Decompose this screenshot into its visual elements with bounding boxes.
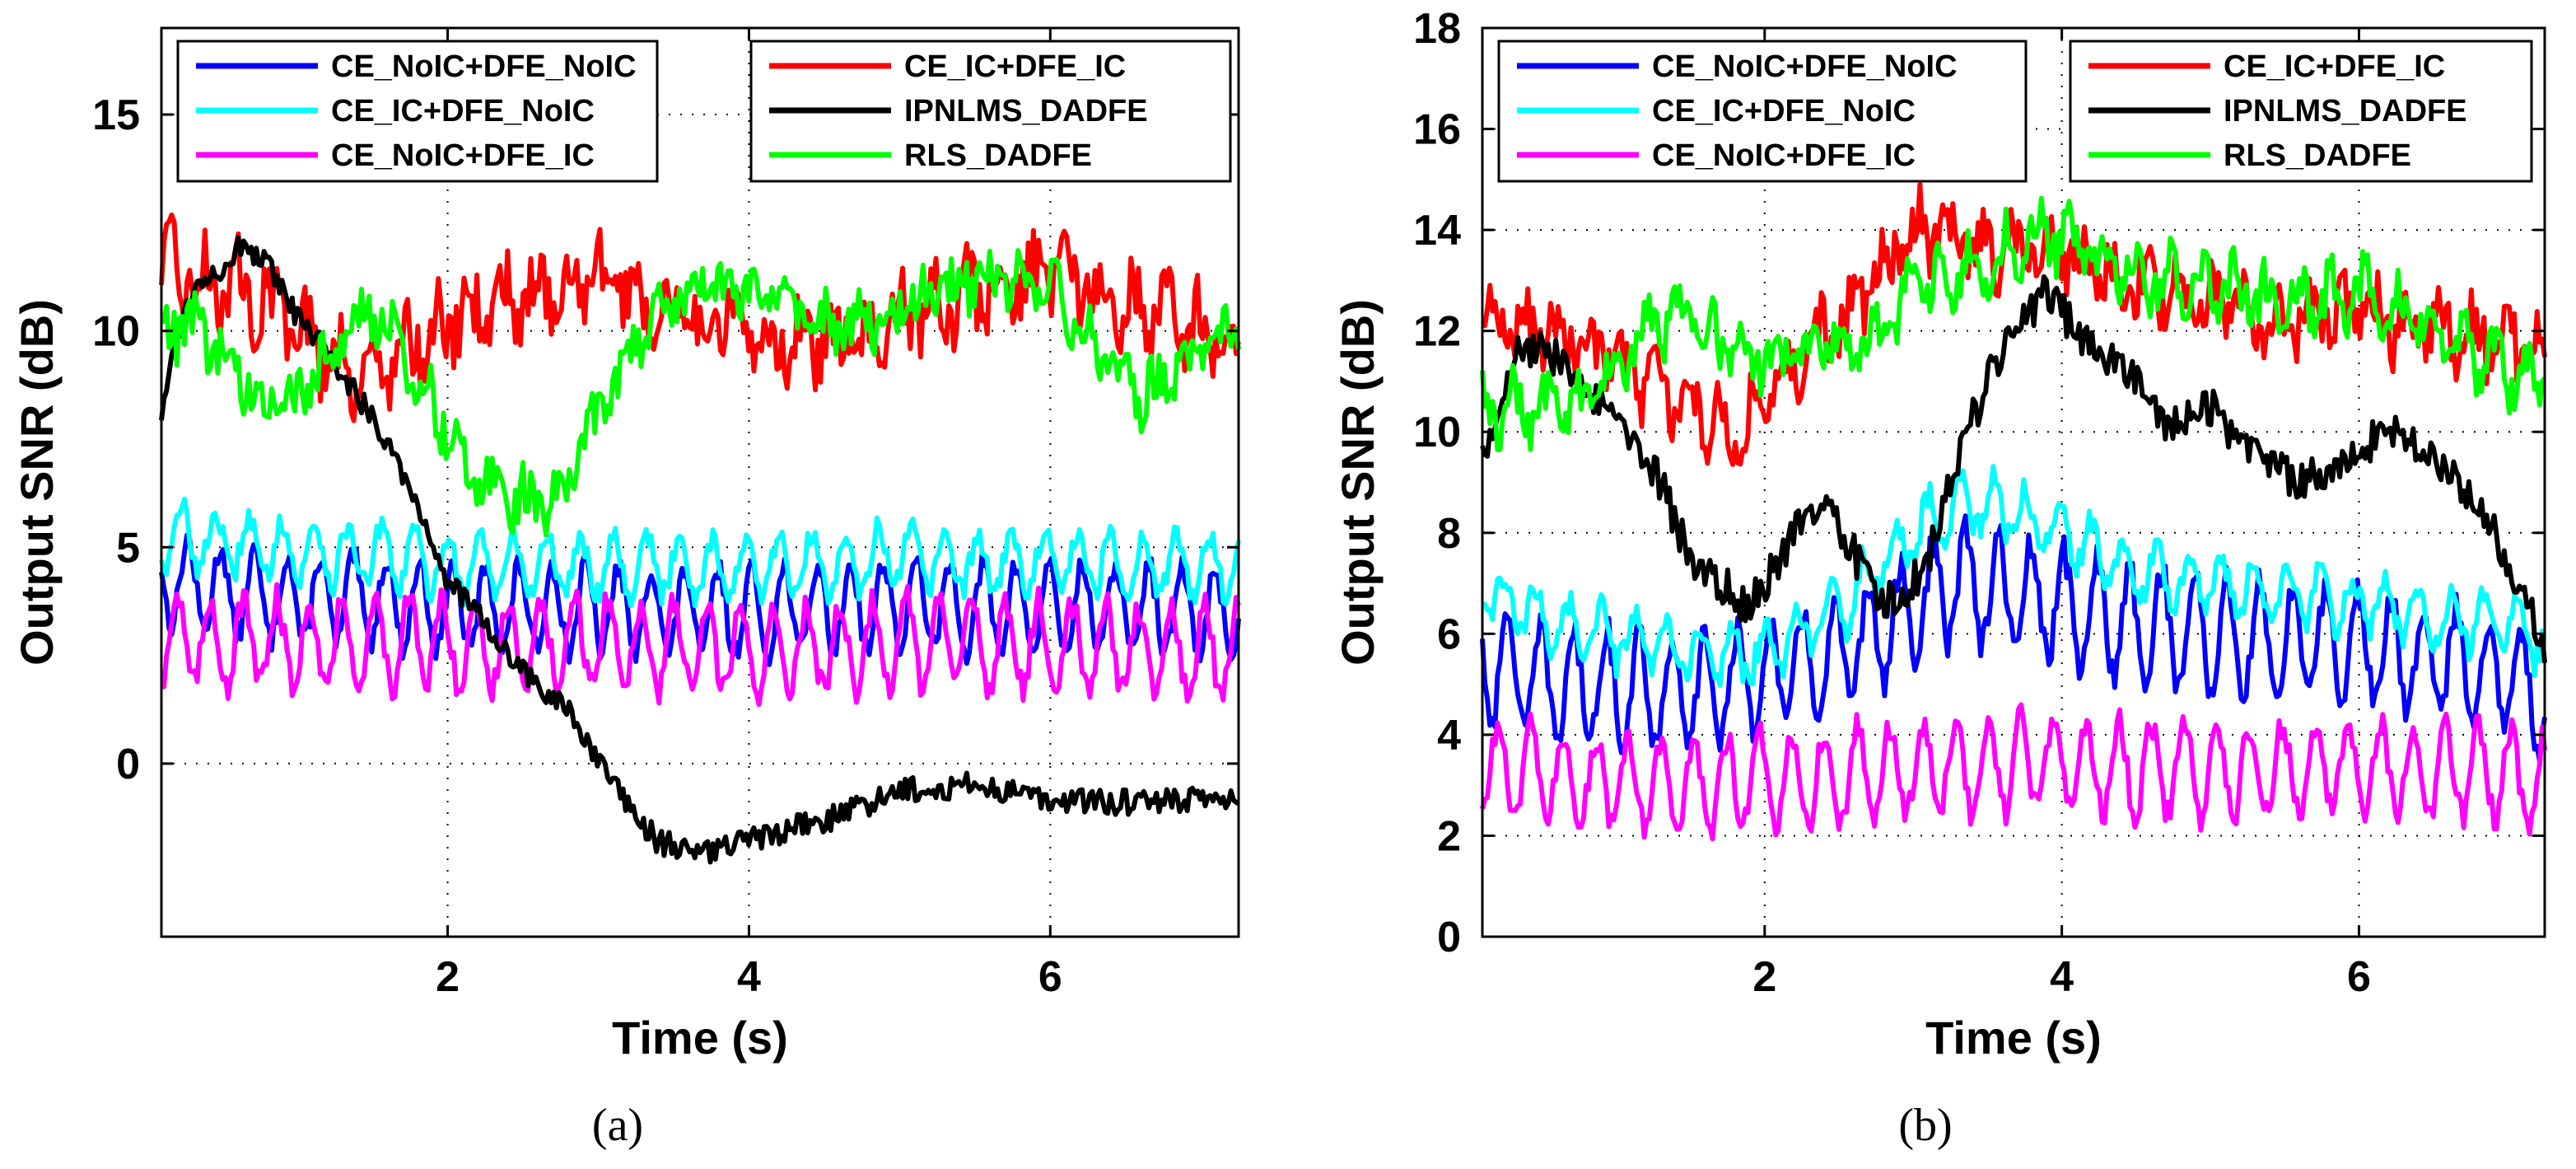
- legend-entry: CE_NoIC+DFE_NoIC: [331, 49, 637, 84]
- y-tick-label: 10: [92, 308, 140, 356]
- legend-box: CE_NoIC+DFE_NoIC CE_IC+DFE_NoIC CE_NoIC+DF…: [1497, 40, 2028, 183]
- y-tick-label: 15: [92, 91, 140, 139]
- legend-entry: CE_IC+DFE_NoIC: [1652, 94, 1916, 129]
- y-axis-label: Output SNR (dB): [1332, 299, 1384, 666]
- legend-entry: CE_NoIC+DFE_NoIC: [1652, 49, 1958, 84]
- x-tick-label: 6: [1038, 953, 1062, 1001]
- panel-caption: (a): [592, 1100, 643, 1151]
- legend-box: CE_NoIC+DFE_NoIC CE_IC+DFE_NoIC CE_NoIC+DF…: [176, 40, 659, 183]
- x-axis-label: Time (s): [1925, 1012, 2102, 1064]
- legend-entry: CE_IC+DFE_IC: [2224, 49, 2445, 84]
- y-tick-label: 5: [116, 524, 140, 572]
- series-line-ipnlms-dadfe: [1480, 274, 2547, 663]
- x-axis-label: Time (s): [612, 1012, 788, 1064]
- series-line-ce-ic-dfe-ic: [159, 212, 1241, 423]
- series-line-ipnlms-dadfe: [159, 235, 1240, 865]
- legend-entry: CE_IC+DFE_NoIC: [331, 94, 595, 129]
- x-tick-label: 6: [2347, 953, 2371, 1001]
- series-line-ce-noic-dfe-ic: [1480, 702, 2547, 842]
- y-axis-label: Output SNR (dB): [11, 299, 63, 666]
- y-tick-label: 8: [1437, 510, 1461, 558]
- series-line-ce-ic-dfe-noic: [159, 496, 1241, 609]
- legend-entry: IPNLMS_DADFE: [904, 94, 1148, 129]
- series-line-rls-dadfe: [1480, 195, 2547, 452]
- legend-entry: CE_NoIC+DFE_IC: [1652, 138, 1916, 173]
- y-tick-label: 0: [1437, 914, 1461, 961]
- x-tick-label: 2: [436, 953, 460, 1001]
- y-tick-label: 12: [1413, 308, 1461, 356]
- y-tick-label: 14: [1413, 207, 1461, 255]
- series-line-ce-ic-dfe-noic: [1482, 464, 2547, 688]
- legend-box: CE_IC+DFE_IC IPNLMS_DADFE RLS_DADFE: [749, 40, 1232, 183]
- legend-entry: RLS_DADFE: [2224, 138, 2411, 173]
- legend-entry: IPNLMS_DADFE: [2224, 94, 2467, 129]
- x-tick-label: 4: [2050, 953, 2074, 1001]
- plot-frame: [160, 26, 1240, 938]
- y-tick-label: 10: [1413, 409, 1461, 456]
- y-tick-label: 0: [116, 741, 140, 788]
- legend-entry: RLS_DADFE: [904, 138, 1092, 173]
- panel-caption: (b): [1898, 1100, 1952, 1151]
- y-tick-label: 16: [1413, 106, 1461, 154]
- y-tick-label: 6: [1437, 610, 1461, 658]
- legend-box: CE_IC+DFE_IC IPNLMS_DADFE RLS_DADFE: [2069, 40, 2533, 183]
- y-tick-label: 18: [1413, 5, 1461, 53]
- panel-b: 2 4 6 0 2 4 6 8 10 12 14 16 18 Time (s) Output SNR (dB…: [1332, 5, 2547, 1151]
- series-line-ce-noic-dfe-ic: [161, 582, 1241, 708]
- plot-frame: [1481, 26, 2546, 938]
- legend-entry: CE_NoIC+DFE_IC: [331, 138, 595, 173]
- x-tick-label: 4: [737, 953, 761, 1001]
- y-tick-label: 2: [1437, 812, 1461, 860]
- legend-entry: CE_IC+DFE_IC: [904, 49, 1126, 84]
- x-tick-label: 2: [1752, 953, 1776, 1001]
- series-line-rls-dadfe: [161, 248, 1241, 538]
- y-tick-label: 4: [1437, 712, 1461, 760]
- panel-a: 2 4 6 0 5 10 15 Time (s) Output SNR (dB) CE_NoIC+…: [11, 26, 1241, 1151]
